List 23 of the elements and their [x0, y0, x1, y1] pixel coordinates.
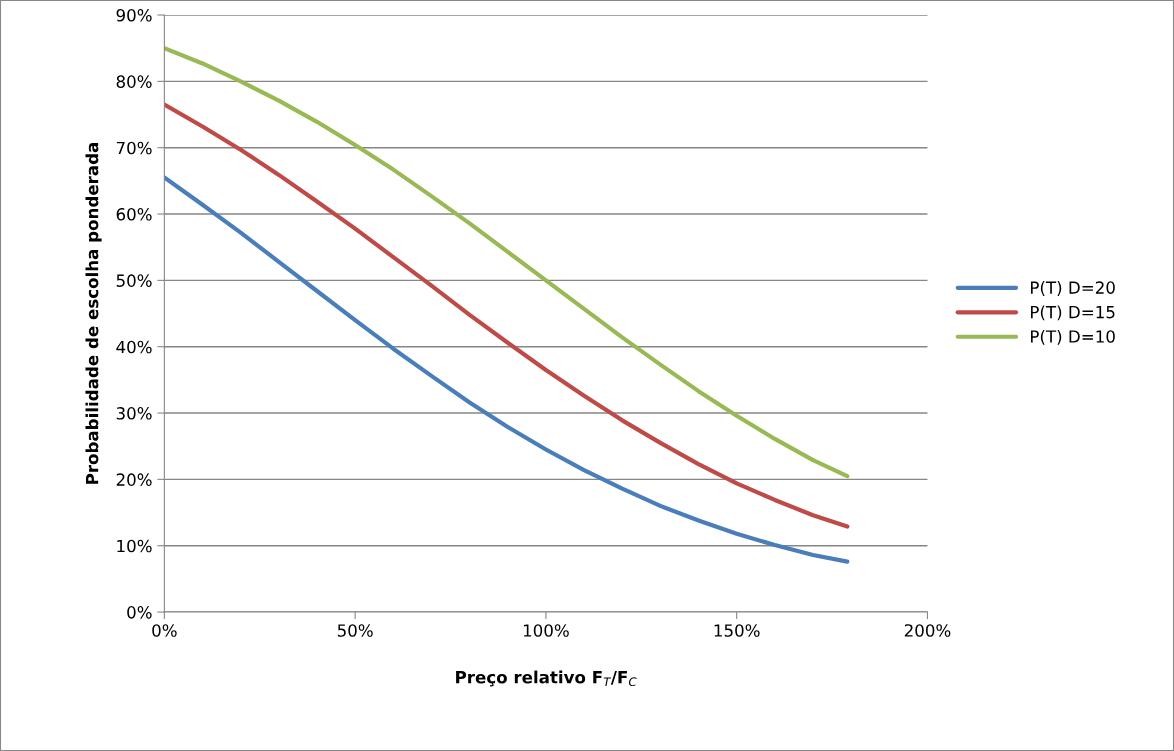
legend-label: P(T) D=15	[1031, 305, 1115, 321]
y-tick-label: 10%	[117, 539, 152, 553]
y-tick-label: 80%	[116, 75, 152, 88]
y-axis-title: Probabilidade de escolha ponderada	[85, 143, 102, 484]
y-tick-label: 0%	[127, 606, 152, 619]
line-series	[164, 46, 850, 479]
legend-label: P(T) D=20	[1031, 281, 1115, 296]
x-axis-title: Preço relativo F$_{T}$/F$_{C}$	[456, 670, 637, 687]
y-tick-label: 60%	[116, 208, 152, 221]
x-tick-label: 0%	[152, 624, 177, 637]
x-tick-label: 200%	[904, 624, 951, 637]
x-tick-label: 50%	[337, 624, 373, 637]
y-tick-label: 40%	[116, 340, 152, 354]
y-tick-label: 50%	[116, 274, 152, 287]
y-tick-label: 30%	[116, 407, 152, 420]
y-tick-label: 90%	[116, 8, 152, 22]
legend-label: P(T) D=10	[1031, 329, 1115, 345]
y-tick-label: 20%	[116, 473, 152, 486]
line-series	[164, 102, 850, 529]
y-tick-label: 70%	[116, 141, 152, 155]
line-series	[164, 175, 850, 564]
x-tick-label: 100%	[523, 624, 569, 637]
x-tick-label: 150%	[714, 624, 760, 637]
